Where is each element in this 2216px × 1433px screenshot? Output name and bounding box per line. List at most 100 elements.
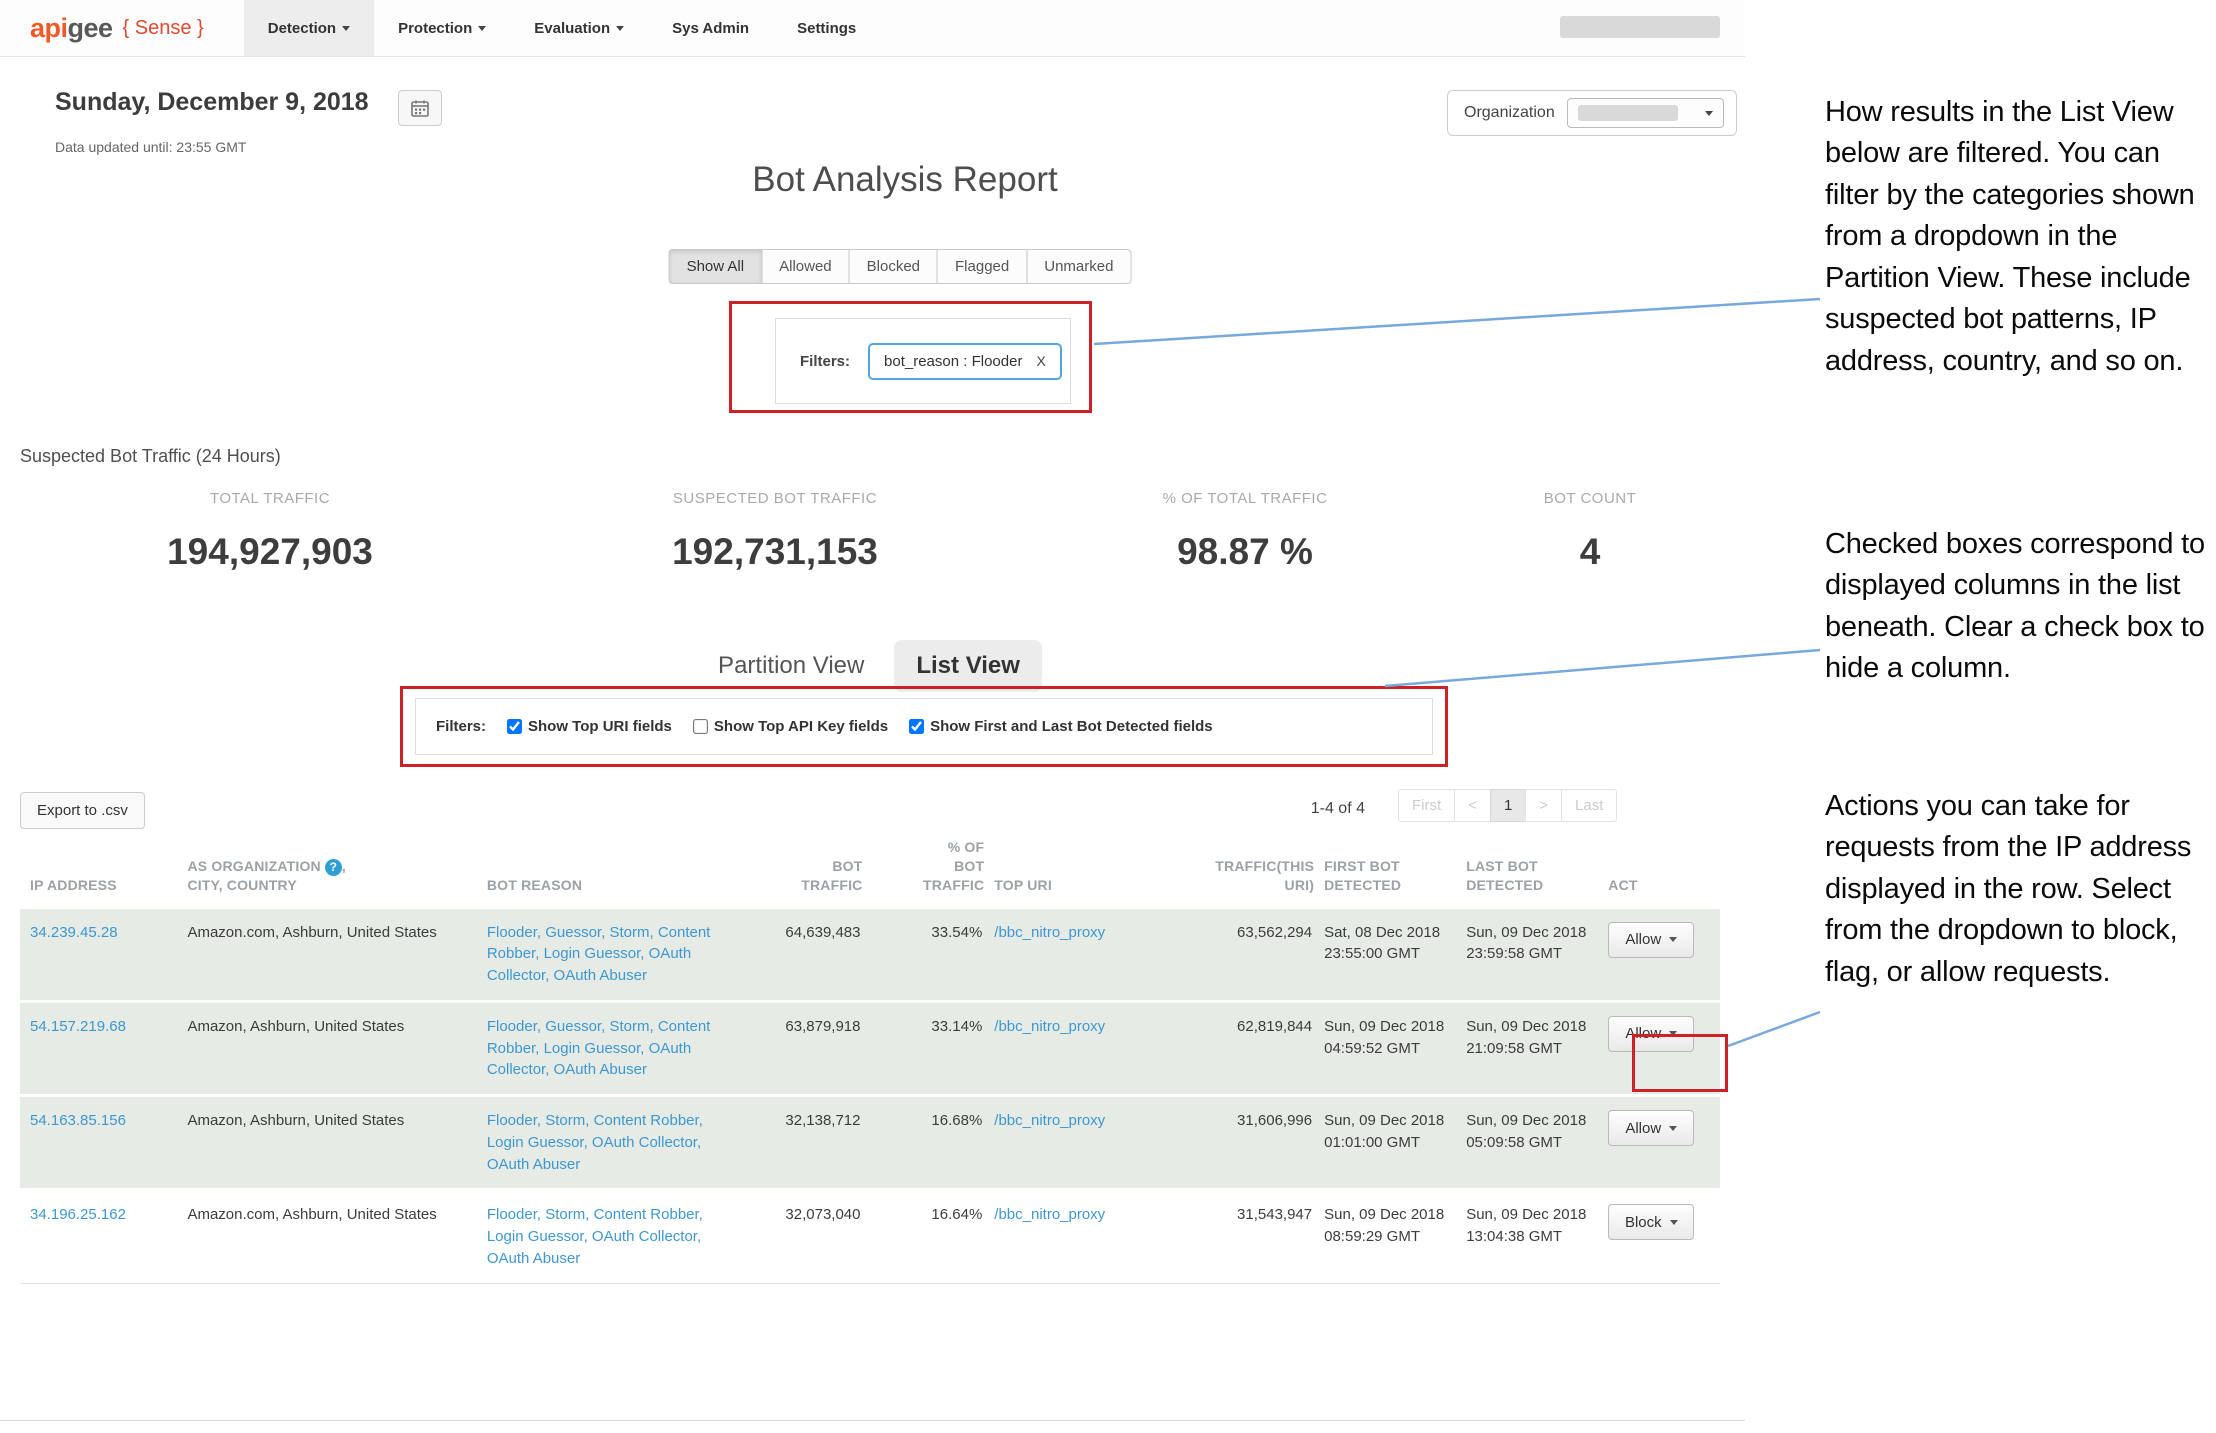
nav-item-label: Detection [268, 20, 336, 37]
top-uri-link[interactable]: /bbc_nitro_proxy [994, 1206, 1105, 1223]
tab-partition-view[interactable]: Partition View [718, 652, 864, 680]
col-traffic-this-uri: TRAFFIC(THIS URI) [1167, 838, 1324, 909]
bot-reason-link[interactable]: Storm [609, 1018, 657, 1035]
action-dropdown[interactable]: Allow [1608, 922, 1694, 958]
last-bot-detected: Sun, 09 Dec 2018 23:59:58 GMT [1466, 909, 1608, 1002]
pagination-first-button[interactable]: First [1398, 789, 1455, 822]
pagination-last-button[interactable]: Last [1561, 789, 1617, 822]
ip-address-link[interactable]: 34.196.25.162 [30, 1206, 126, 1223]
nav-item-evaluation[interactable]: Evaluation [510, 0, 648, 56]
traffic-this-uri-value: 31,543,947 [1167, 1190, 1324, 1283]
bot-reason-link[interactable]: Login Guessor [487, 1134, 592, 1151]
nav-item-label: Evaluation [534, 20, 610, 37]
col-as-organization: AS ORGANIZATION?, CITY, COUNTRY [187, 838, 486, 909]
caret-down-icon [478, 26, 486, 31]
col-label: AS ORGANIZATION [187, 858, 320, 874]
filter-chip-bot-reason-flooder[interactable]: bot_reason : Flooder X [868, 343, 1062, 380]
checkbox-show-top-uri[interactable]: Show Top URI fields [508, 718, 672, 735]
col-bot-reason: BOT REASON [487, 838, 726, 909]
nav-item-label: Settings [797, 20, 856, 37]
redacted-org-value [1578, 105, 1678, 121]
tab-blocked[interactable]: Blocked [849, 249, 938, 284]
tab-allowed[interactable]: Allowed [761, 249, 850, 284]
checkbox-label: Show Top URI fields [528, 718, 672, 735]
pagination-prev-button[interactable]: < [1454, 789, 1491, 822]
bot-reason-link[interactable]: Storm [609, 924, 657, 941]
bot-reason-link[interactable]: Guessor [545, 1018, 609, 1035]
bot-reason-link[interactable]: Flooder [487, 1018, 545, 1035]
stat-value: 194,927,903 [95, 531, 445, 573]
bot-reason-link[interactable]: Storm [545, 1206, 593, 1223]
first-bot-detected: Sat, 08 Dec 2018 23:55:00 GMT [1324, 909, 1466, 1002]
help-icon[interactable]: ? [325, 859, 342, 876]
logo-gee: gee [68, 13, 113, 44]
checkbox-show-top-api-key[interactable]: Show Top API Key fields [694, 718, 888, 735]
bot-reason-link[interactable]: Login Guessor [544, 945, 649, 962]
bot-reason-links: FlooderStormContent RobberLogin GuessorO… [487, 1206, 703, 1267]
nav-item-sys-admin[interactable]: Sys Admin [648, 0, 773, 56]
top-uri-link[interactable]: /bbc_nitro_proxy [994, 1018, 1105, 1035]
traffic-this-uri-value: 63,562,294 [1167, 909, 1324, 1002]
page-title: Bot Analysis Report [0, 160, 1810, 200]
top-uri-link[interactable]: /bbc_nitro_proxy [994, 1112, 1105, 1129]
ip-address-link[interactable]: 54.163.85.156 [30, 1112, 126, 1129]
nav-item-detection[interactable]: Detection [244, 0, 374, 56]
stats-section-label: Suspected Bot Traffic (24 Hours) [20, 446, 281, 467]
bot-reason-link[interactable]: Guessor [545, 924, 609, 941]
bot-reason-links: FlooderGuessorStormContent RobberLogin G… [487, 1018, 711, 1079]
checkbox-show-first-last-bot-detected[interactable]: Show First and Last Bot Detected fields [910, 718, 1213, 735]
remove-filter-icon[interactable]: X [1036, 353, 1045, 369]
action-dropdown[interactable]: Allow [1608, 1110, 1694, 1146]
bot-reason-link[interactable]: Flooder [487, 1112, 545, 1129]
first-bot-detected: Sun, 09 Dec 2018 08:59:29 GMT [1324, 1190, 1466, 1283]
bot-reason-link[interactable]: Content Robber [594, 1112, 703, 1129]
pagination-page-1[interactable]: 1 [1490, 789, 1526, 822]
ip-address-link[interactable]: 54.157.219.68 [30, 1018, 126, 1035]
nav-item-settings[interactable]: Settings [773, 0, 880, 56]
bot-reason-link[interactable]: Content Robber [594, 1206, 703, 1223]
tab-list-view[interactable]: List View [894, 640, 1042, 692]
stat-value: 192,731,153 [595, 531, 955, 573]
nav-item-label: Protection [398, 20, 472, 37]
bot-reason-link[interactable]: OAuth Collector [592, 1228, 701, 1245]
as-organization-text: Amazon, Ashburn, United States [187, 1018, 404, 1035]
pct-bot-traffic-value: 33.54% [873, 909, 995, 1002]
caret-down-icon [1705, 111, 1713, 116]
stat-bot-count: BOT COUNT 4 [1430, 490, 1750, 573]
checkbox-label: Show Top API Key fields [714, 718, 888, 735]
tab-show-all[interactable]: Show All [669, 249, 763, 284]
export-csv-button[interactable]: Export to .csv [20, 792, 145, 829]
bot-reason-link[interactable]: OAuth Abuser [554, 967, 647, 984]
bot-reason-link[interactable]: Login Guessor [544, 1040, 649, 1057]
pagination-next-button[interactable]: > [1525, 789, 1562, 822]
action-dropdown[interactable]: Block [1608, 1204, 1694, 1240]
action-label: Allow [1625, 931, 1661, 948]
checkbox-input[interactable] [909, 719, 924, 734]
bot-reason-link[interactable]: Flooder [487, 924, 545, 941]
stat-value: 4 [1430, 531, 1750, 573]
bot-reason-link[interactable]: Flooder [487, 1206, 545, 1223]
last-bot-detected: Sun, 09 Dec 2018 21:09:58 GMT [1466, 1001, 1608, 1095]
bot-reason-link[interactable]: OAuth Collector [592, 1134, 701, 1151]
stat-total-traffic: TOTAL TRAFFIC 194,927,903 [95, 490, 445, 573]
organization-select[interactable] [1567, 98, 1724, 128]
bot-traffic-value: 32,138,712 [725, 1096, 872, 1190]
action-dropdown[interactable]: Allow [1608, 1016, 1694, 1052]
bot-reason-link[interactable]: OAuth Abuser [487, 1250, 580, 1267]
checkbox-input[interactable] [507, 719, 522, 734]
checkbox-input[interactable] [693, 719, 708, 734]
stat-label: % OF TOTAL TRAFFIC [1070, 490, 1420, 507]
bot-reason-link[interactable]: OAuth Abuser [554, 1061, 647, 1078]
nav-item-protection[interactable]: Protection [374, 0, 510, 56]
table-header-row: IP ADDRESS AS ORGANIZATION?, CITY, COUNT… [20, 838, 1720, 909]
tab-flagged[interactable]: Flagged [937, 249, 1027, 284]
col-label: CITY, COUNTRY [187, 877, 296, 893]
bot-reason-link[interactable]: Storm [545, 1112, 593, 1129]
callout-line-2 [1385, 650, 1820, 686]
calendar-button[interactable] [398, 90, 442, 126]
bot-reason-link[interactable]: Login Guessor [487, 1228, 592, 1245]
top-uri-link[interactable]: /bbc_nitro_proxy [994, 924, 1105, 941]
ip-address-link[interactable]: 34.239.45.28 [30, 924, 118, 941]
tab-unmarked[interactable]: Unmarked [1026, 249, 1131, 284]
bot-reason-link[interactable]: OAuth Abuser [487, 1156, 580, 1173]
